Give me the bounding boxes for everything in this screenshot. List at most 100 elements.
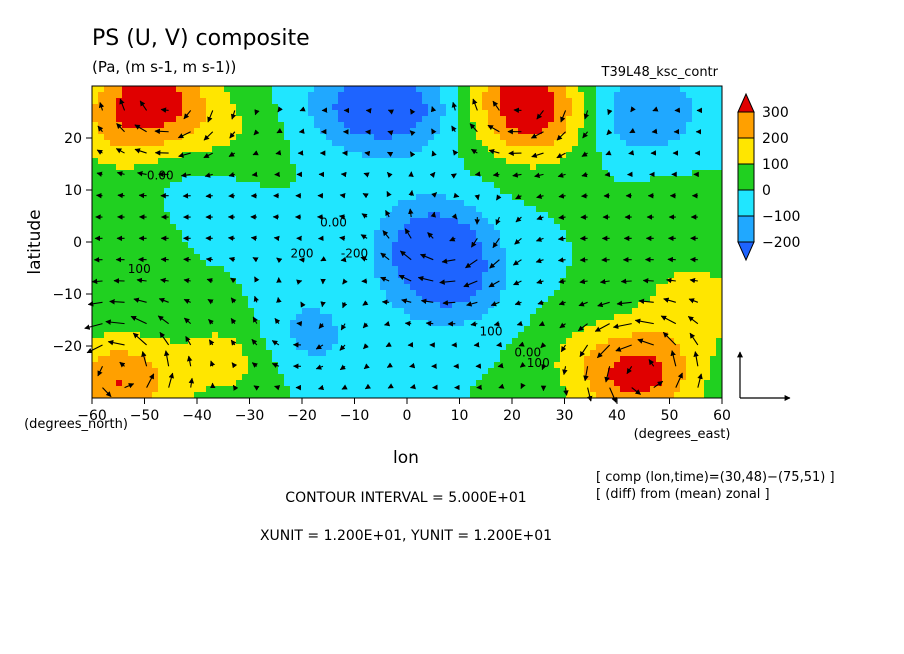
field-cell	[410, 194, 417, 201]
field-cell	[596, 92, 603, 99]
field-cell	[458, 98, 465, 105]
field-cell	[296, 254, 303, 261]
field-cell	[590, 302, 597, 309]
field-cell	[140, 320, 147, 327]
field-cell	[182, 104, 189, 111]
field-cell	[254, 170, 261, 177]
field-cell	[332, 308, 339, 315]
field-cell	[374, 212, 381, 219]
field-cell	[590, 206, 597, 213]
field-cell	[602, 248, 609, 255]
field-cell	[344, 224, 351, 231]
field-cell	[332, 302, 339, 309]
field-cell	[164, 104, 171, 111]
field-cell	[380, 176, 387, 183]
field-cell	[266, 146, 273, 153]
field-cell	[548, 344, 555, 351]
field-cell	[338, 146, 345, 153]
field-cell	[290, 158, 297, 165]
field-cell	[266, 284, 273, 291]
field-cell	[92, 326, 99, 333]
field-cell	[416, 350, 423, 357]
field-cell	[518, 266, 525, 273]
field-cell	[278, 140, 285, 147]
field-cell	[368, 332, 375, 339]
field-cell	[560, 296, 567, 303]
field-cell	[524, 302, 531, 309]
field-cell	[398, 116, 405, 123]
field-cell	[422, 248, 429, 255]
field-cell	[302, 362, 309, 369]
field-cell	[374, 350, 381, 357]
field-cell	[548, 350, 555, 357]
field-cell	[386, 254, 393, 261]
field-cell	[326, 386, 333, 393]
field-cell	[422, 188, 429, 195]
field-cell	[404, 290, 411, 297]
field-cell	[392, 368, 399, 375]
field-cell	[422, 92, 429, 99]
field-cell	[356, 272, 363, 279]
field-cell	[536, 350, 543, 357]
field-cell	[512, 362, 519, 369]
field-cell	[482, 140, 489, 147]
field-cell	[356, 350, 363, 357]
field-cell	[302, 170, 309, 177]
field-cell	[452, 230, 459, 237]
field-cell	[200, 236, 207, 243]
field-cell	[212, 182, 219, 189]
field-cell	[122, 290, 129, 297]
field-cell	[470, 272, 477, 279]
field-cell	[494, 278, 501, 285]
field-cell	[278, 254, 285, 261]
field-cell	[596, 272, 603, 279]
field-cell	[422, 230, 429, 237]
field-cell	[344, 158, 351, 165]
field-cell	[662, 104, 669, 111]
field-cell	[440, 266, 447, 273]
field-cell	[278, 344, 285, 351]
field-cell	[446, 386, 453, 393]
field-cell	[182, 152, 189, 159]
field-cell	[170, 134, 177, 141]
field-cell	[476, 86, 483, 93]
field-cell	[362, 314, 369, 321]
field-cell	[248, 278, 255, 285]
field-cell	[428, 110, 435, 117]
field-cell	[632, 290, 639, 297]
field-cell	[176, 230, 183, 237]
field-cell	[380, 206, 387, 213]
field-cell	[110, 272, 117, 279]
field-cell	[362, 230, 369, 237]
field-cell	[662, 368, 669, 375]
field-cell	[500, 290, 507, 297]
field-cell	[146, 236, 153, 243]
field-cell	[344, 266, 351, 273]
field-cell	[284, 236, 291, 243]
field-cell	[392, 308, 399, 315]
field-cell	[380, 368, 387, 375]
field-cell	[416, 158, 423, 165]
field-cell	[92, 182, 99, 189]
field-cell	[362, 146, 369, 153]
field-cell	[302, 356, 309, 363]
field-cell	[488, 338, 495, 345]
field-cell	[500, 164, 507, 171]
field-cell	[416, 296, 423, 303]
field-cell	[92, 188, 99, 195]
field-cell	[164, 98, 171, 105]
field-cell	[152, 98, 159, 105]
field-cell	[152, 302, 159, 309]
field-cell	[182, 308, 189, 315]
field-cell	[584, 92, 591, 99]
field-cell	[110, 266, 117, 273]
field-cell	[224, 188, 231, 195]
field-cell	[380, 386, 387, 393]
field-cell	[410, 362, 417, 369]
field-cell	[122, 242, 129, 249]
field-cell	[554, 146, 561, 153]
field-cell	[530, 206, 537, 213]
field-cell	[482, 392, 489, 398]
field-cell	[164, 338, 171, 345]
field-cell	[260, 230, 267, 237]
